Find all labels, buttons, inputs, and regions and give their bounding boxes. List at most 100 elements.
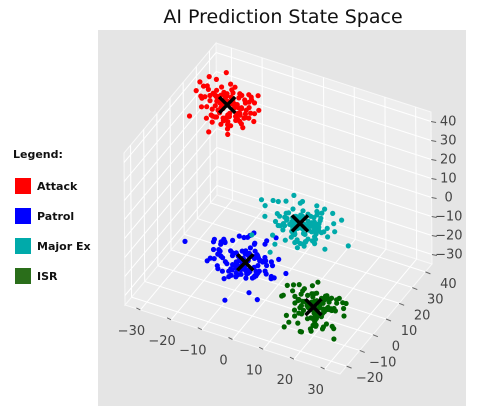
point-major-ex [312, 236, 319, 242]
grid-line-z-back [216, 147, 432, 217]
point-patrol [252, 240, 258, 246]
grid-line-z-back [216, 128, 432, 198]
point-patrol [243, 275, 249, 281]
point-attack [243, 107, 249, 113]
y-tick-label: 0 [392, 340, 400, 355]
chart-title: AI Prediction State Space [163, 6, 402, 28]
x-tick-mark [136, 307, 141, 311]
point-attack [230, 90, 236, 96]
point-attack [209, 106, 215, 112]
legend: Legend: Attack Patrol Major Ex ISR [8, 148, 98, 291]
z-tick-label: −10 [435, 210, 462, 225]
grid-line-z-back [216, 166, 432, 236]
point-patrol [220, 255, 226, 261]
point-attack [204, 83, 210, 89]
legend-item-attack: Attack [8, 171, 98, 201]
centroid-stroke [236, 253, 255, 272]
grid-line-x-back [384, 97, 387, 250]
legend-swatch-patrol [15, 208, 31, 224]
y-tick-mark [372, 334, 379, 338]
point-patrol [264, 262, 270, 269]
y-tick-mark [412, 287, 418, 291]
grid-line-y-floor [210, 202, 426, 273]
y-tick-label: 30 [427, 293, 444, 308]
centroid-stroke [290, 214, 310, 233]
point-major-ex [331, 221, 337, 227]
x-tick-label: −10 [179, 344, 206, 359]
z-tick-mark [431, 197, 437, 199]
legend-item-patrol: Patrol [8, 201, 98, 231]
point-attack [236, 110, 242, 116]
point-isr [283, 312, 289, 318]
point-patrol [236, 233, 242, 239]
point-patrol [245, 250, 251, 256]
grid-line-z-back [216, 185, 433, 255]
centroid-marker-major-ex [290, 214, 310, 233]
point-attack [241, 115, 247, 121]
point-isr [312, 314, 318, 320]
point-major-ex [316, 221, 322, 227]
point-isr [329, 323, 335, 329]
point-isr [336, 295, 342, 301]
z-tick-label: 20 [440, 153, 457, 168]
point-isr [343, 300, 349, 307]
z-tick-label: 40 [440, 115, 457, 130]
point-isr [315, 279, 321, 285]
point-major-ex [312, 241, 318, 247]
point-isr [291, 307, 298, 313]
point-major-ex [286, 210, 292, 216]
point-major-ex [249, 232, 255, 238]
point-attack [232, 84, 238, 90]
centroid-stroke [217, 95, 237, 115]
point-attack [214, 87, 220, 93]
point-attack [240, 125, 246, 131]
y-tick-mark [346, 365, 352, 369]
y-tick-label: 20 [414, 308, 431, 323]
point-patrol [228, 266, 234, 272]
x-tick-mark [258, 346, 264, 350]
point-major-ex [262, 213, 268, 219]
point-major-ex [314, 203, 320, 209]
point-patrol [253, 268, 259, 274]
legend-swatch-major-ex [15, 238, 31, 254]
point-patrol [241, 234, 247, 241]
point-patrol [182, 238, 188, 244]
point-isr [296, 282, 302, 288]
point-major-ex [305, 218, 311, 224]
point-major-ex [298, 212, 304, 218]
y-tick-label: −10 [369, 355, 396, 370]
point-major-ex [325, 234, 331, 240]
point-isr [341, 305, 347, 312]
point-patrol [234, 259, 240, 265]
point-attack [237, 91, 243, 97]
point-isr [286, 319, 292, 325]
point-patrol [233, 274, 239, 280]
point-attack [213, 76, 219, 82]
point-major-ex [282, 214, 288, 220]
point-isr [290, 288, 296, 294]
data-points [182, 70, 351, 342]
point-major-ex [311, 215, 317, 221]
point-major-ex [282, 223, 288, 229]
grid-line-y-floor [131, 296, 347, 367]
x-tick-mark [166, 317, 172, 321]
z-tick-mark [430, 121, 437, 123]
point-isr [300, 307, 307, 313]
point-major-ex [314, 228, 320, 234]
x-tick-label: −20 [148, 334, 175, 349]
x-tick-label: 0 [219, 354, 227, 369]
grid-line-z-back [216, 71, 432, 141]
point-isr [324, 305, 330, 311]
point-patrol [247, 245, 253, 251]
point-major-ex [290, 231, 296, 237]
centroid-marker-isr [304, 297, 323, 317]
point-attack [256, 107, 262, 113]
grid-line-z-left [123, 52, 217, 163]
legend-swatch-attack [15, 178, 31, 194]
point-patrol [229, 253, 236, 259]
point-patrol [226, 274, 232, 280]
y-tick-label: 40 [440, 277, 457, 292]
point-major-ex [315, 210, 321, 216]
point-patrol [261, 258, 267, 264]
